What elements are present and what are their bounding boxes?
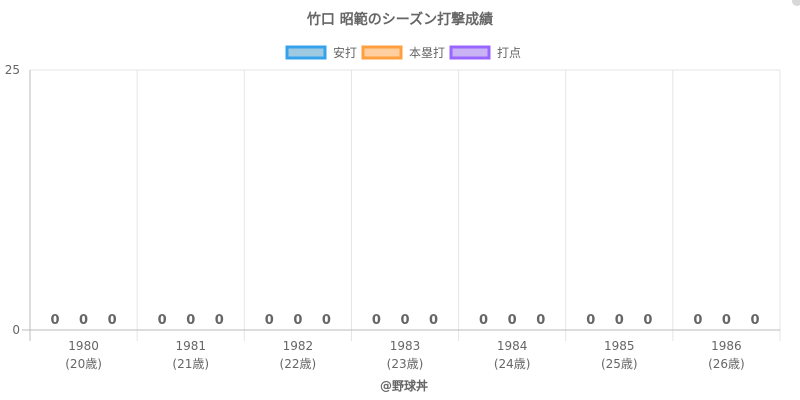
data-label-0-4: 0 — [479, 313, 488, 328]
data-label-1-5: 0 — [615, 313, 624, 328]
data-label-0-0: 0 — [50, 313, 59, 328]
data-label-0-2: 0 — [265, 313, 274, 328]
x-tick-label: 1984 — [497, 339, 528, 353]
data-label-2-5: 0 — [643, 313, 652, 328]
data-label-1-4: 0 — [508, 313, 517, 328]
data-label-2-1: 0 — [215, 313, 224, 328]
chart-title: 竹口 昭範のシーズン打撃成績 — [306, 11, 493, 28]
x-tick-sublabel: (24歳) — [494, 357, 531, 371]
data-label-1-0: 0 — [79, 313, 88, 328]
x-tick-sublabel: (25歳) — [601, 357, 638, 371]
data-label-1-2: 0 — [293, 313, 302, 328]
x-tick-label: 1986 — [711, 339, 742, 353]
data-label-2-3: 0 — [429, 313, 438, 328]
data-label-0-5: 0 — [586, 313, 595, 328]
legend-label-1: 本塁打 — [409, 46, 445, 60]
x-tick-label: 1982 — [283, 339, 314, 353]
data-label-0-1: 0 — [158, 313, 167, 328]
legend-label-0: 安打 — [333, 45, 357, 60]
corner-dot — [792, 0, 800, 6]
x-tick-label: 1983 — [390, 339, 421, 353]
data-label-1-6: 0 — [722, 313, 731, 328]
data-label-1-1: 0 — [186, 313, 195, 328]
data-label-1-3: 0 — [400, 313, 409, 328]
data-label-2-2: 0 — [322, 313, 331, 328]
data-label-2-0: 0 — [108, 313, 117, 328]
x-tick-sublabel: (26歳) — [708, 357, 745, 371]
x-tick-sublabel: (23歳) — [387, 357, 424, 371]
data-label-2-6: 0 — [750, 313, 759, 328]
legend-swatch-2[interactable] — [449, 45, 491, 60]
x-tick-label: 1981 — [175, 339, 206, 353]
legend-swatch-0[interactable] — [285, 45, 327, 60]
x-tick-label: 1985 — [604, 339, 635, 353]
y-tick-label: 0 — [12, 323, 20, 337]
credit-label: @野球丼 — [380, 378, 428, 393]
x-tick-label: 1980 — [68, 339, 99, 353]
data-label-0-3: 0 — [372, 313, 381, 328]
legend-label-2: 打点 — [497, 46, 521, 60]
x-tick-sublabel: (22歳) — [280, 357, 317, 371]
legend-swatch-1[interactable] — [361, 45, 403, 60]
x-tick-sublabel: (20歳) — [65, 357, 102, 371]
data-label-2-4: 0 — [536, 313, 545, 328]
x-tick-sublabel: (21歳) — [172, 357, 209, 371]
data-label-0-6: 0 — [693, 313, 702, 328]
y-tick-label: 25 — [5, 63, 20, 77]
